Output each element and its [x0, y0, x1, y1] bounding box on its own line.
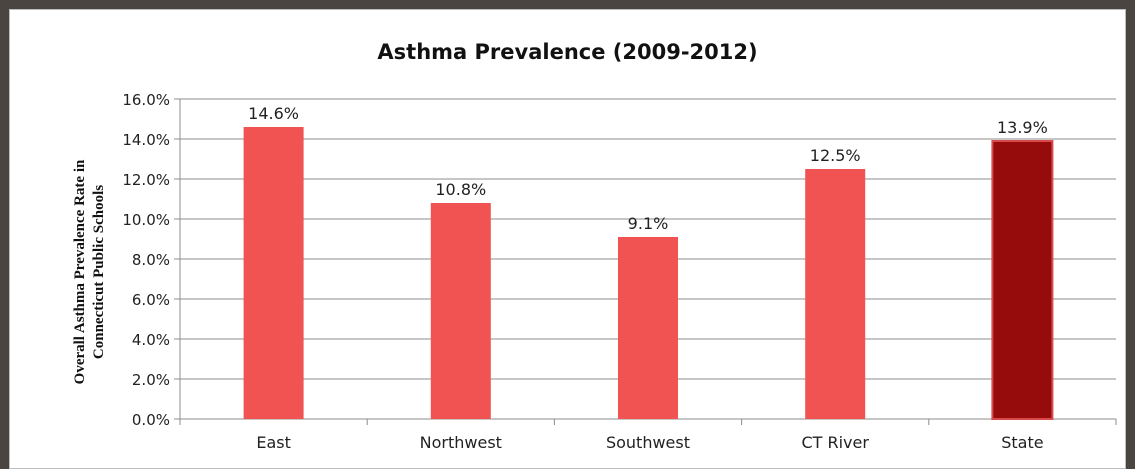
bar-northwest	[430, 203, 491, 419]
bar-southwest	[618, 237, 678, 419]
data-label: 10.8%	[435, 180, 486, 199]
y-tick-label: 8.0%	[132, 251, 170, 269]
data-label: 9.1%	[628, 214, 669, 233]
x-tick-label: Southwest	[606, 433, 690, 452]
x-tick-label: Northwest	[420, 433, 502, 452]
x-tick-label: CT River	[801, 433, 869, 452]
y-tick-label: 4.0%	[132, 331, 170, 349]
y-tick-label: 2.0%	[132, 371, 170, 389]
chart-title: Asthma Prevalence (2009-2012)	[377, 40, 758, 64]
y-tick-label: 6.0%	[132, 291, 170, 309]
data-label: 12.5%	[810, 146, 861, 165]
bar-state	[991, 140, 1054, 420]
x-tick-label: State	[1001, 433, 1043, 452]
y-tick-label: 16.0%	[122, 91, 170, 109]
data-label: 14.6%	[248, 104, 299, 123]
y-tick-label: 12.0%	[122, 171, 170, 189]
y-tick-label: 0.0%	[132, 411, 170, 429]
y-tick-label: 14.0%	[122, 131, 170, 149]
y-tick-label: 10.0%	[122, 211, 170, 229]
bar-ct-river	[805, 169, 866, 419]
bar-east	[243, 127, 304, 419]
data-label: 13.9%	[997, 118, 1048, 137]
chart-panel	[9, 9, 1126, 469]
x-tick-label: East	[256, 433, 291, 452]
